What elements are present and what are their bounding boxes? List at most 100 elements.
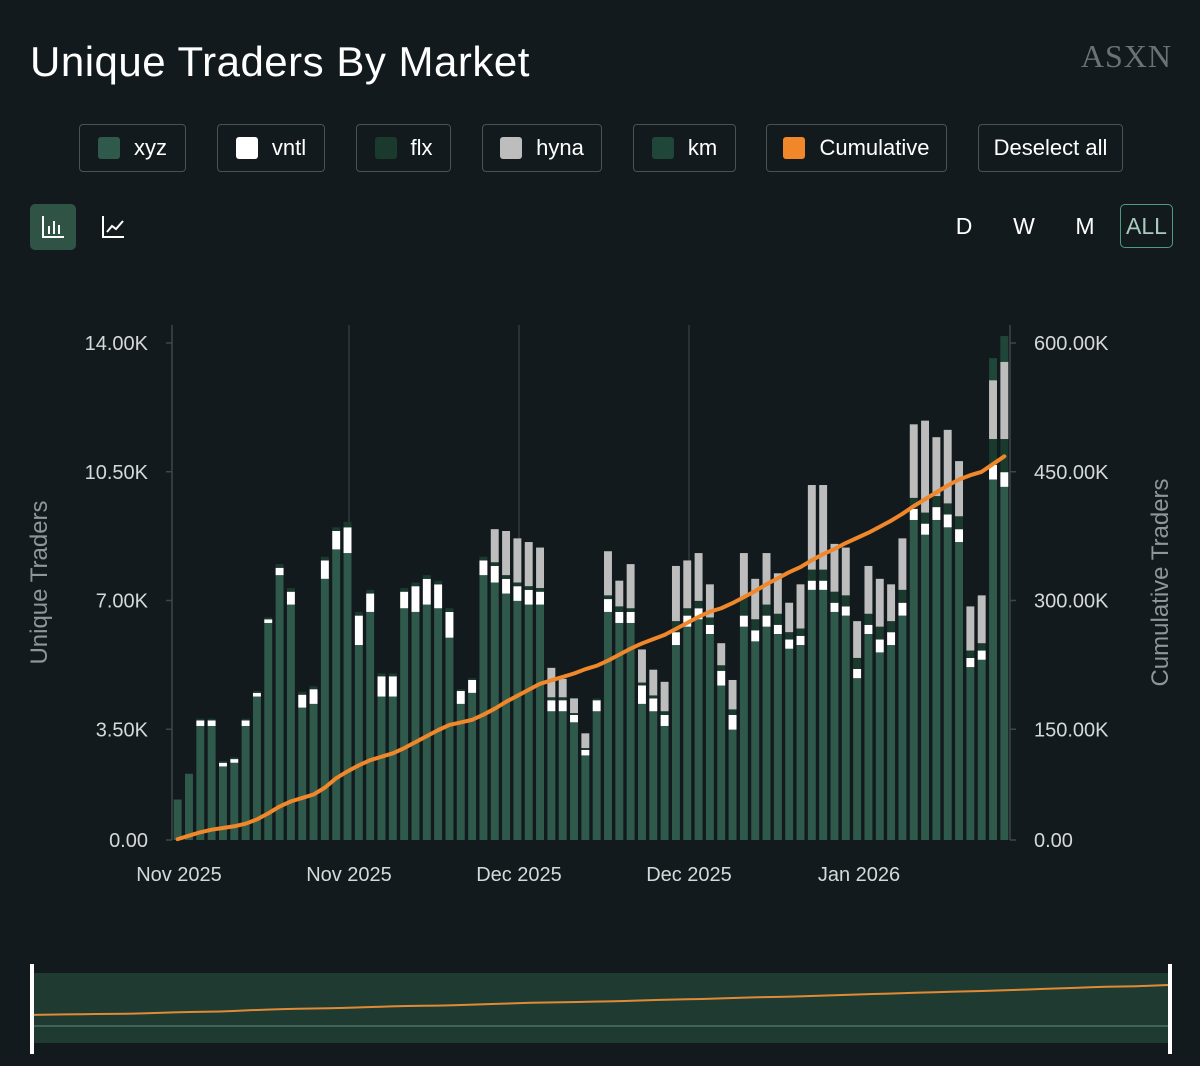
bar-flx xyxy=(354,611,363,616)
range-w-button[interactable]: W xyxy=(1013,212,1035,239)
bar-km xyxy=(989,358,997,381)
bar-vntl xyxy=(196,720,205,726)
bar-hyna xyxy=(536,547,545,589)
bar-hyna xyxy=(490,529,499,563)
bar-vntl xyxy=(411,586,420,612)
bar-vntl xyxy=(400,591,409,609)
bar-hyna xyxy=(887,584,896,622)
bar-xyz xyxy=(434,608,443,840)
bar-flx xyxy=(773,613,782,625)
bar-xyz xyxy=(626,622,635,840)
bar-flx xyxy=(196,718,205,721)
legend-item-km[interactable]: km xyxy=(633,124,736,172)
y-tick-label: 3.50K xyxy=(96,719,149,741)
bar-vntl xyxy=(830,602,839,612)
deselect-all-button[interactable]: Deselect all xyxy=(978,124,1123,172)
range-all-button[interactable]: ALL xyxy=(1120,204,1173,248)
range-navigator[interactable] xyxy=(30,964,1172,1054)
bar-flx xyxy=(762,604,771,616)
bar-vntl xyxy=(513,586,522,601)
cumulative-line xyxy=(175,454,1007,842)
chart-axes: 0.00 3.50K 7.00K 10.50K 14.00K 0.00 150.00K 300… xyxy=(26,325,1174,886)
bar-xyz xyxy=(864,634,873,840)
bar-flx xyxy=(570,713,578,715)
bar-vntl xyxy=(241,720,250,726)
bar-vntl xyxy=(966,657,975,668)
bar-flx xyxy=(853,657,862,669)
bar-xyz xyxy=(513,600,522,840)
bar-xyz xyxy=(785,648,794,840)
bar-flx xyxy=(456,689,465,692)
bar-flx xyxy=(309,686,318,690)
bar-xyz xyxy=(943,527,952,840)
bar-vntl xyxy=(909,508,918,520)
bar-xyz xyxy=(275,575,284,840)
bar-vntl xyxy=(615,611,624,623)
bar-xyz xyxy=(468,692,477,840)
bar-xyz xyxy=(241,725,250,840)
bar-flx xyxy=(524,586,533,590)
x-tick-label: Dec 2025 xyxy=(476,864,562,886)
legend-label-hyna: hyna xyxy=(536,135,584,160)
bar-flx xyxy=(638,682,646,686)
legend-item-xyz[interactable]: xyz xyxy=(79,124,186,172)
bar-flx xyxy=(230,757,239,760)
y2-axis-title: Cumulative Traders xyxy=(1147,478,1174,686)
legend-swatch-cumulative xyxy=(783,137,806,159)
bar-vntl xyxy=(422,578,431,605)
bar-hyna xyxy=(660,681,669,712)
bar-vntl xyxy=(955,529,964,543)
bar-hyna xyxy=(955,461,964,517)
bar-vntl xyxy=(785,639,794,649)
y-tick-label: 7.00K xyxy=(96,591,149,613)
legend-swatch-hyna xyxy=(500,137,523,159)
bar-xyz xyxy=(536,604,545,840)
bar-xyz xyxy=(411,611,420,840)
page-title: Unique Traders By Market xyxy=(30,38,530,85)
bar-xyz xyxy=(343,553,352,840)
bar-xyz xyxy=(762,626,771,840)
bar-flx xyxy=(966,650,975,658)
line-view-button[interactable] xyxy=(90,204,136,250)
bar-xyz xyxy=(898,615,907,840)
bar-flx xyxy=(502,575,511,579)
bar-xyz xyxy=(298,707,307,840)
bar-vntl xyxy=(819,580,828,590)
bar-hyna xyxy=(604,551,612,596)
bar-hyna xyxy=(977,595,986,644)
y2-tick-label: 600.00K xyxy=(1034,333,1109,355)
bar-vntl xyxy=(434,584,443,609)
legend-swatch-km xyxy=(651,137,674,159)
bar-view-button[interactable] xyxy=(30,204,76,250)
bar-flx xyxy=(332,527,341,531)
legend-item-hyna[interactable]: hyna xyxy=(482,124,602,172)
bar-flx xyxy=(592,698,601,701)
bar-hyna xyxy=(943,429,952,504)
bar-hyna xyxy=(513,538,522,583)
bar-hyna xyxy=(785,602,794,633)
bar-hyna xyxy=(694,553,703,601)
bar-flx xyxy=(785,632,794,640)
bar-xyz xyxy=(388,696,397,840)
navigator-right-handle[interactable] xyxy=(1168,964,1172,1054)
legend-item-flx[interactable]: flx xyxy=(356,124,451,172)
bar-vntl xyxy=(875,639,884,653)
bar-xyz xyxy=(354,645,363,840)
bar-xyz xyxy=(830,611,839,840)
bar-xyz xyxy=(887,645,896,840)
bar-xyz xyxy=(853,678,862,840)
range-m-button[interactable]: M xyxy=(1075,212,1095,239)
bar-flx xyxy=(490,562,499,566)
legend-item-cumulative[interactable]: Cumulative xyxy=(766,124,947,172)
navigator-left-handle[interactable] xyxy=(30,964,34,1054)
legend-item-vntl[interactable]: vntl xyxy=(217,124,325,172)
bar-vntl xyxy=(739,615,748,627)
bar-flx xyxy=(717,665,726,671)
legend: xyz vntl flx hyna km Cumulative Deselect… xyxy=(0,124,1200,174)
bar-vntl xyxy=(264,619,273,623)
bar-hyna xyxy=(921,420,930,513)
bar-xyz xyxy=(547,711,556,840)
range-d-button[interactable]: D xyxy=(955,212,973,239)
bar-hyna xyxy=(705,584,714,618)
bar-flx xyxy=(864,613,873,625)
